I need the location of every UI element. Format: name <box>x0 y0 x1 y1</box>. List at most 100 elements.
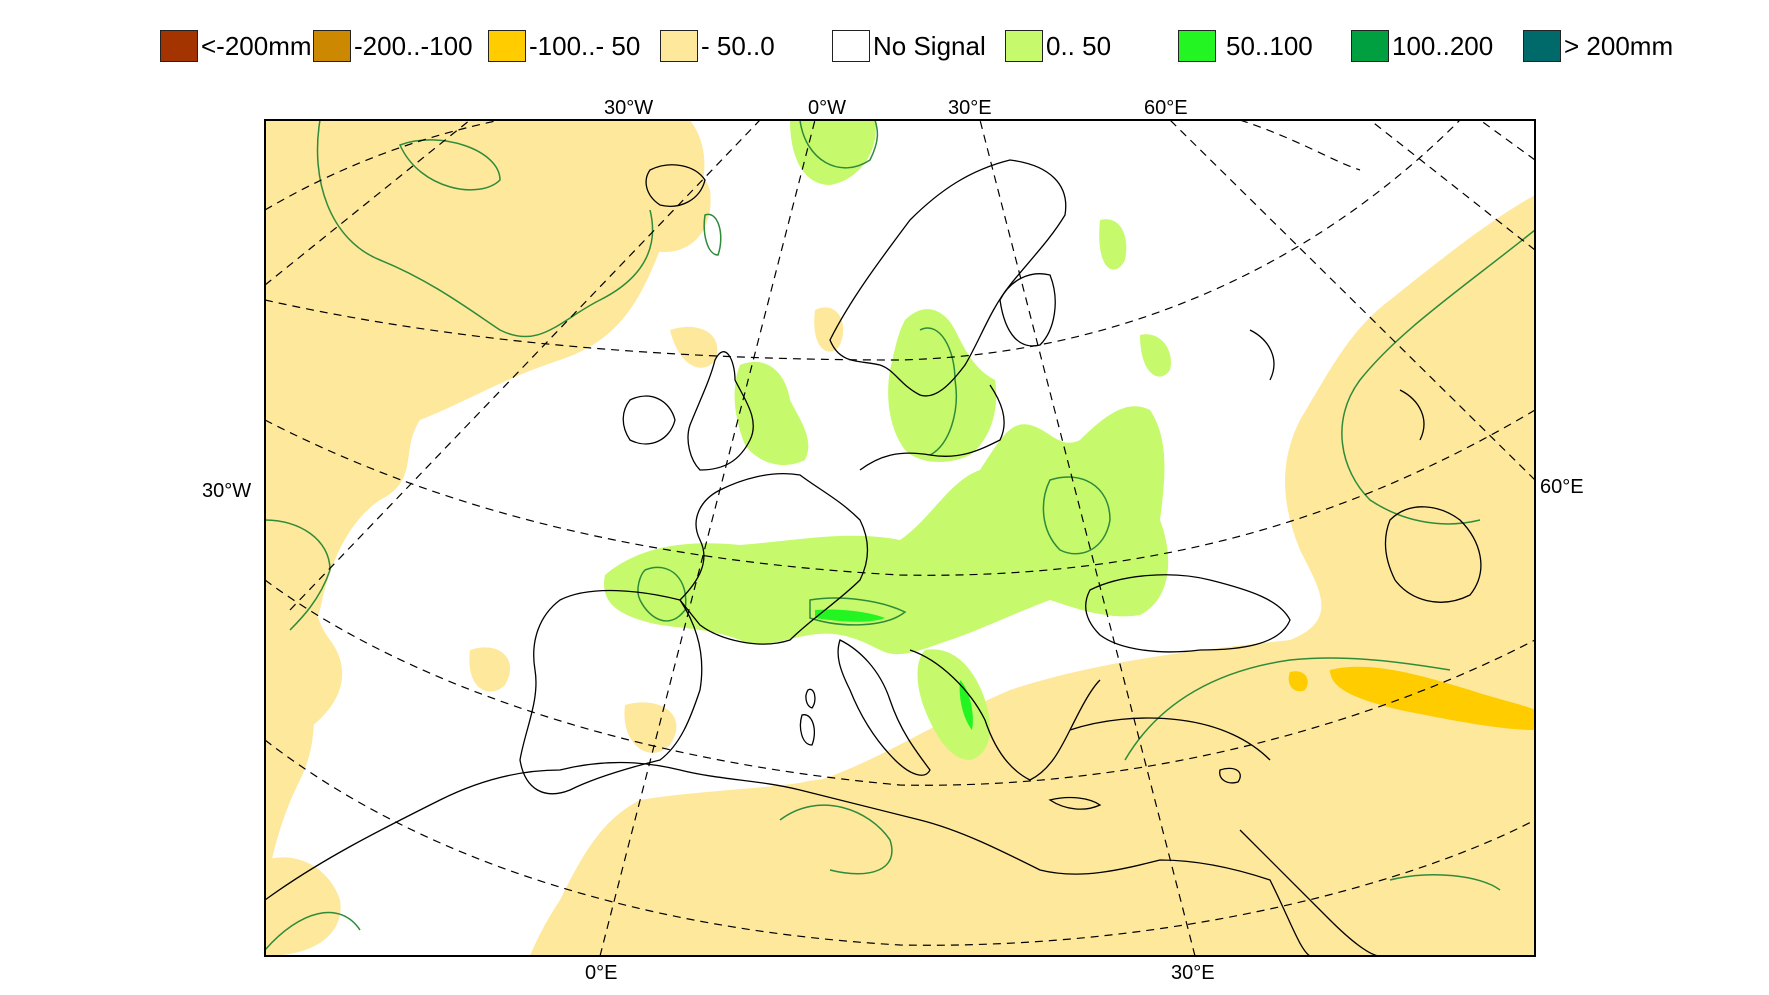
sardinia-coast <box>799 714 816 746</box>
coastlines <box>265 159 1482 956</box>
contour-lines <box>265 120 1535 951</box>
positive-anomaly-regions <box>604 120 1171 760</box>
legend-label: <-200mm <box>201 31 312 61</box>
britain-wet-region <box>734 361 809 465</box>
iberia-contour <box>637 566 687 622</box>
meridian-30w <box>289 120 761 611</box>
east-arctic-coast <box>1249 329 1425 441</box>
atlantic-contour <box>316 120 654 338</box>
meridian-30e <box>979 120 1196 956</box>
central-europe-contour <box>1042 476 1111 555</box>
norway-dry-patch <box>814 307 844 352</box>
meridian-far-east <box>1369 120 1535 251</box>
caspian-coast <box>1384 506 1482 603</box>
legend-swatch <box>660 30 698 62</box>
legend-swatch <box>488 30 526 62</box>
legend-item-100-50: -100..- 50 <box>488 26 660 66</box>
parallel-30n <box>265 739 1535 946</box>
meridian-60w <box>265 120 471 286</box>
bottom-label-30e: 30°E <box>1171 962 1215 984</box>
legend-item-50-100: 50..100 <box>1178 26 1351 66</box>
legend-label: 100..200 <box>1392 31 1494 61</box>
iceland-dry-region <box>611 147 711 252</box>
legend-label: > 200mm <box>1564 31 1674 61</box>
scandinavia-coast <box>829 159 1067 397</box>
france-coast <box>679 473 869 645</box>
legend-swatch <box>1005 30 1043 62</box>
negative-anomaly-regions <box>265 120 1535 956</box>
legend-swatch <box>160 30 198 62</box>
legend-label: No Signal <box>873 31 986 61</box>
turkey-coast <box>1069 717 1271 761</box>
legend-swatch <box>1178 30 1216 62</box>
iceland-contour <box>703 213 722 256</box>
southwest-contour <box>265 911 361 951</box>
legend-item-50-0: - 50..0 <box>660 26 832 66</box>
central-atlantic-dry-patch <box>469 647 511 692</box>
top-label-60e: 60°E <box>1144 97 1188 119</box>
caspian-dry-patch <box>1288 671 1308 692</box>
legend-label: 0.. 50 <box>1046 31 1112 61</box>
legend-item-gt-200: > 200mm <box>1523 26 1693 66</box>
south-contour <box>1124 657 1451 761</box>
crete-coast <box>1048 796 1102 810</box>
parallel-40n <box>265 579 1535 786</box>
italy-coast <box>837 639 931 776</box>
norway-sea-wet-patch <box>790 120 876 185</box>
map-legend: <-200mm -200..-100 -100..- 50 - 50..0 No… <box>160 26 1693 66</box>
africa-coast <box>265 761 1311 956</box>
norway-contour <box>799 120 879 169</box>
legend-swatch <box>1523 30 1561 62</box>
meridian-60e <box>1169 120 1535 481</box>
legend-item-lt-200: <-200mm <box>160 26 313 66</box>
legend-swatch <box>832 30 870 62</box>
legend-swatch <box>313 30 351 62</box>
east-contour <box>1341 229 1535 525</box>
strong-positive-patches <box>815 609 973 730</box>
strong-negative-patches <box>1288 666 1535 730</box>
baltic-contour <box>919 327 957 456</box>
west-contour <box>265 519 331 631</box>
graticule <box>265 120 1535 956</box>
baltic-east-wet-patch <box>1140 334 1171 377</box>
north-atlantic-dry-region <box>265 120 705 900</box>
left-label-30w: 30°W <box>202 480 251 502</box>
iceland-coast <box>645 164 706 207</box>
legend-item-100-200: 100..200 <box>1351 26 1523 66</box>
scotland-dry-patch <box>670 326 718 368</box>
west-atlantic-dry-region <box>265 420 346 743</box>
baltic-coast <box>859 384 1005 471</box>
africa-contour <box>779 804 893 875</box>
cyprus-coast <box>1219 767 1241 784</box>
parallel-70n <box>265 120 1361 211</box>
adriatic-strong-wet-patch <box>959 680 973 730</box>
scandinavia-wet-region <box>888 309 997 462</box>
ireland-coast <box>622 395 676 445</box>
middle-east-dry-patch <box>1330 666 1535 730</box>
britain-coast <box>687 351 754 471</box>
legend-item-no-signal: No Signal <box>832 26 1005 66</box>
meridian-90e <box>1479 120 1535 161</box>
atlantic-contour-2 <box>398 139 501 191</box>
red-sea-coast <box>1239 829 1381 956</box>
legend-item-200-100: -200..-100 <box>313 26 488 66</box>
legend-swatch <box>1351 30 1389 62</box>
legend-label: -200..-100 <box>354 31 473 61</box>
europe-wet-band <box>604 406 1169 655</box>
finland-coast <box>999 273 1056 347</box>
legend-label: 50..100 <box>1226 31 1313 61</box>
legend-item-0-50: 0.. 50 <box>1005 26 1178 66</box>
balkan-coast <box>909 649 1101 781</box>
top-label-30w: 30°W <box>604 97 653 119</box>
iberia-dry-patch <box>624 702 677 753</box>
russia-wet-patch <box>1099 219 1127 270</box>
corsica-coast <box>805 688 816 709</box>
map-frame <box>264 119 1536 957</box>
parallel-60n <box>265 120 1461 361</box>
right-label-60e: 60°E <box>1540 476 1584 498</box>
alps-contour <box>809 597 907 626</box>
legend-label: - 50..0 <box>701 31 775 61</box>
black-sea-coast <box>1085 574 1291 653</box>
legend-label: -100..- 50 <box>529 31 641 61</box>
meridian-0 <box>599 120 816 956</box>
